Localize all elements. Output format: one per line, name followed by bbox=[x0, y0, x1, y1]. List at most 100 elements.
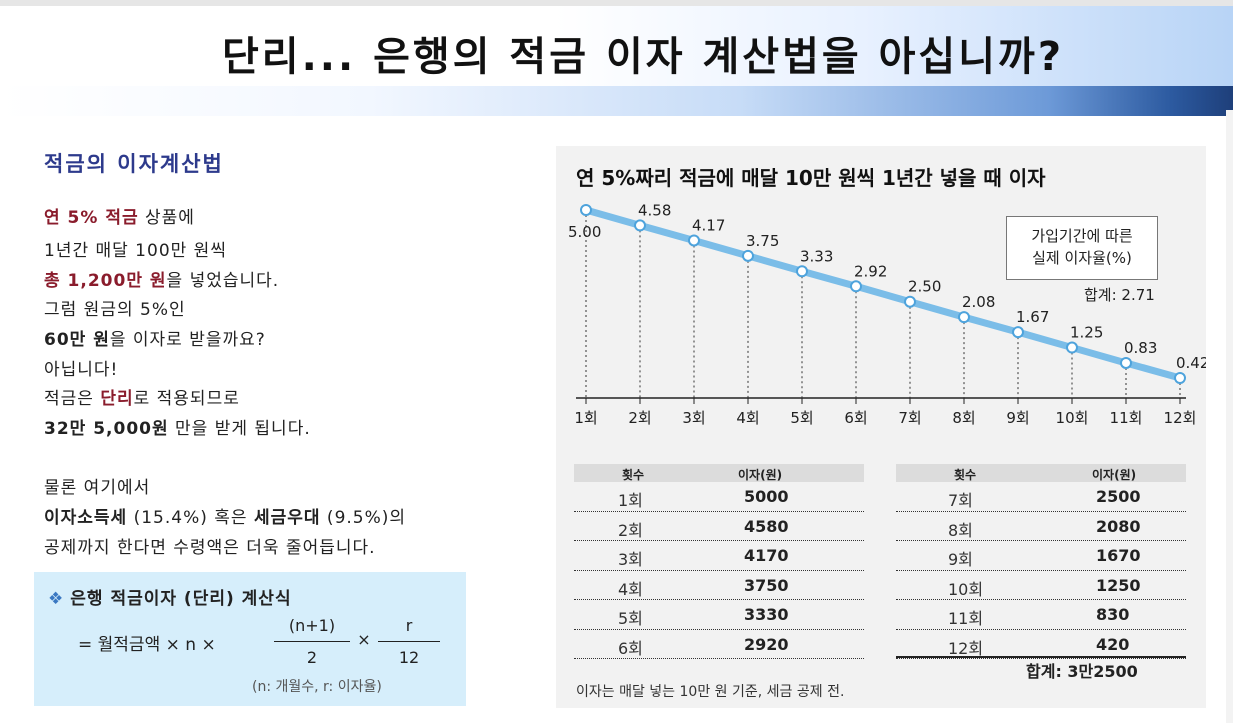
highlight-result: 32만 5,000원 bbox=[44, 419, 169, 439]
highlight-amount: 60만 원 bbox=[44, 330, 110, 350]
data-point bbox=[634, 219, 646, 232]
formula-box: ❖ 은행 적금이자 (단리) 계산식 = 월적금액 × n × (n+1) 2 ×… bbox=[34, 572, 466, 706]
text-line-2: 1년간 매달 100만 원씩 bbox=[44, 241, 227, 261]
data-point bbox=[796, 265, 808, 278]
data-point bbox=[688, 234, 700, 247]
data-point bbox=[958, 311, 970, 324]
x-tick-label: 4회 bbox=[736, 409, 759, 427]
data-point bbox=[1066, 341, 1078, 354]
text-line-5: 60만 원을 이자로 받을까요? bbox=[44, 325, 266, 350]
chart-panel: 연 5%짜리 적금에 매달 10만 원씩 1년간 넣을 때 이자 1회 2회 3회 4… bbox=[556, 146, 1206, 708]
x-tick-label: 5회 bbox=[790, 409, 813, 427]
line-chart: 1회 2회 3회 4회 5회 6회 7회 8회 9회 10회 11회 12회 5.00 4.58 4.17 3… bbox=[568, 201, 1206, 427]
text-line-7: 적금은 단리로 적용되므로 bbox=[44, 384, 240, 409]
text-fragment: 적금은 bbox=[44, 389, 101, 409]
series-line bbox=[582, 206, 1184, 382]
data-point bbox=[904, 295, 916, 308]
row-interest: 4170 bbox=[744, 546, 789, 565]
data-label: 1.67 bbox=[1016, 308, 1049, 326]
row-count: 11회 bbox=[948, 609, 984, 628]
data-point bbox=[742, 249, 754, 262]
x-tick-label: 6회 bbox=[844, 409, 867, 427]
row-interest: 1670 bbox=[1096, 546, 1141, 565]
formula-title: ❖ 은행 적금이자 (단리) 계산식 bbox=[48, 584, 292, 609]
text-line-9: 물론 여기에서 bbox=[44, 478, 151, 498]
interest-table-right: 횟수 이자(원) 7회 2500 8회 2080 9회 1670 10회 1250 11회 830… bbox=[896, 464, 1186, 659]
diamond-bullet-icon: ❖ bbox=[48, 589, 65, 609]
data-label: 0.83 bbox=[1124, 339, 1157, 357]
row-count: 10회 bbox=[948, 579, 984, 599]
data-label: 3.75 bbox=[746, 232, 779, 250]
title-gradient-bar bbox=[0, 86, 1233, 116]
table-row: 3회 4170 bbox=[574, 541, 864, 571]
row-interest: 3330 bbox=[744, 605, 789, 624]
fraction-1-denominator: 2 bbox=[306, 648, 318, 667]
formula-title-text: 은행 적금이자 (단리) 계산식 bbox=[70, 589, 292, 609]
table-row: 7회 2500 bbox=[896, 482, 1186, 512]
table-header: 횟수 이자(원) bbox=[574, 464, 864, 482]
x-tick-label: 7회 bbox=[898, 409, 921, 427]
title-bar: 단리... 은행의 적금 이자 계산법을 아십니까? bbox=[0, 6, 1233, 116]
highlight-tax: 이자소득세 bbox=[44, 508, 128, 528]
right-edge bbox=[1226, 110, 1233, 723]
table-row: 9회 1670 bbox=[896, 541, 1186, 571]
x-tick-label: 10회 bbox=[1056, 409, 1089, 427]
data-label: 2.50 bbox=[908, 278, 941, 296]
text-fragment: 만을 받게 됩니다. bbox=[168, 419, 311, 439]
highlight-total: 총 1,200만 원 bbox=[44, 271, 167, 291]
row-interest: 2920 bbox=[744, 634, 789, 654]
chart-legend-box: 가입기간에 따른 실제 이자율(%) bbox=[1006, 216, 1158, 280]
row-interest: 3750 bbox=[744, 575, 789, 595]
formula-expression: = 월적금액 × n × bbox=[78, 635, 216, 655]
row-interest: 2500 bbox=[1096, 487, 1141, 506]
row-count: 6회 bbox=[618, 638, 643, 658]
data-label: 4.58 bbox=[638, 201, 671, 219]
table-row: 2회 4580 bbox=[574, 512, 864, 541]
text-line-4: 그럼 원금의 5%인 bbox=[44, 300, 186, 320]
text-line-1: 연 5% 적금 상품에 bbox=[44, 203, 195, 228]
times-sign: × bbox=[357, 630, 371, 649]
row-interest: 2080 bbox=[1096, 516, 1141, 536]
col-header-count: 횟수 bbox=[954, 468, 977, 482]
col-header-interest: 이자(원) bbox=[738, 468, 783, 482]
table-row: 4회 3750 bbox=[574, 571, 864, 600]
row-interest: 4580 bbox=[744, 516, 789, 536]
text-line-8: 32만 5,000원 만을 받게 됩니다. bbox=[44, 414, 311, 439]
row-count: 4회 bbox=[618, 579, 643, 599]
data-label: 2.92 bbox=[854, 262, 887, 280]
x-tick-label: 12회 bbox=[1164, 409, 1197, 427]
col-header-count: 횟수 bbox=[622, 468, 645, 482]
data-point bbox=[850, 280, 862, 293]
fraction-1-numerator: (n+1) bbox=[288, 616, 336, 635]
text-fragment: 로 적용되므로 bbox=[133, 389, 240, 409]
data-label: 4.17 bbox=[692, 216, 725, 234]
data-label: 5.00 bbox=[568, 223, 601, 241]
data-point bbox=[1174, 372, 1186, 384]
text-fragment: 을 넣었습니다. bbox=[166, 271, 280, 291]
table-row: 5회 3330 bbox=[574, 600, 864, 630]
sum-rule bbox=[896, 656, 1186, 658]
legend-line-1: 가입기간에 따른 bbox=[1031, 227, 1133, 245]
table-row: 11회 830 bbox=[896, 600, 1186, 630]
data-label: 3.33 bbox=[800, 247, 833, 265]
fraction-2-numerator: r bbox=[405, 616, 413, 635]
x-tick-label: 9회 bbox=[1006, 409, 1029, 427]
chart-total: 합계: 2.71 bbox=[1084, 286, 1155, 304]
fraction-1-bar bbox=[274, 641, 350, 642]
row-interest: 1250 bbox=[1096, 575, 1141, 595]
x-tick-label: 8회 bbox=[952, 409, 975, 427]
row-count: 12회 bbox=[948, 638, 984, 658]
row-count: 8회 bbox=[948, 520, 973, 540]
row-count: 3회 bbox=[618, 550, 643, 569]
row-count: 2회 bbox=[618, 520, 643, 540]
data-point bbox=[580, 204, 592, 216]
left-heading: 적금의 이자계산법 bbox=[44, 152, 224, 176]
table-row: 8회 2080 bbox=[896, 512, 1186, 541]
highlight-simple: 단리 bbox=[100, 389, 134, 409]
data-label: 2.08 bbox=[962, 293, 995, 311]
text-line-11: 공제까지 한다면 수령액은 더욱 줄어듭니다. bbox=[44, 538, 376, 558]
data-point bbox=[1120, 356, 1132, 369]
x-tick-label: 3회 bbox=[682, 409, 705, 427]
fraction-2-bar bbox=[378, 641, 440, 642]
text-fragment: (9.5%)의 bbox=[320, 508, 407, 528]
